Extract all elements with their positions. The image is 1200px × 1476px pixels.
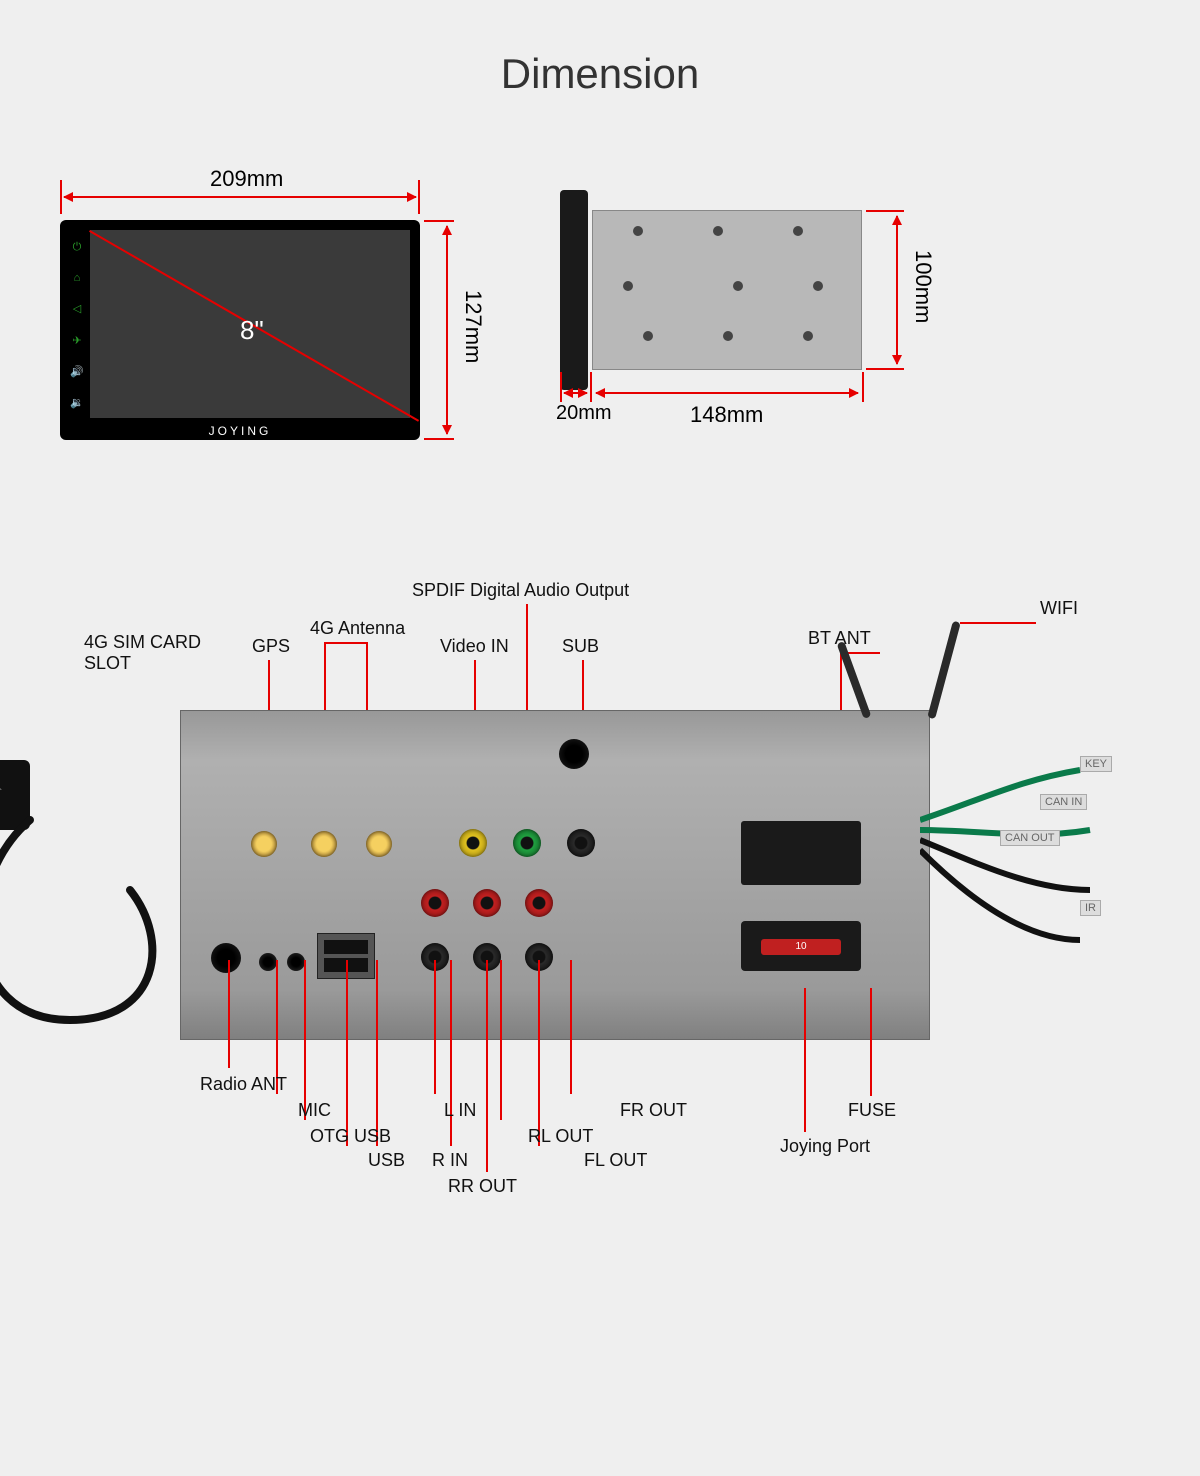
dim-label-width: 209mm	[210, 166, 283, 192]
port-fuse: 10	[741, 921, 861, 971]
port-spdif	[513, 829, 541, 857]
label-joying-port: Joying Port	[780, 1136, 870, 1157]
wifi-antenna-stub	[927, 621, 961, 720]
port-radio-ant	[211, 943, 241, 973]
label-gps: GPS	[252, 636, 290, 657]
label-fr-out: FR OUT	[620, 1100, 687, 1121]
diagonal-label: 8"	[240, 315, 264, 346]
device-front: ⏻ ⌂ ◁ ✈ 🔊 🔉 8" JOYING	[60, 220, 420, 440]
label-video-in: Video IN	[440, 636, 509, 657]
lead-line	[570, 960, 572, 1094]
side-icon: ◁	[66, 302, 88, 315]
label-spdif: SPDIF Digital Audio Output	[412, 580, 629, 601]
side-icon: ⌂	[66, 272, 88, 284]
rear-view: SPDIF Digital Audio Output 4G SIM CARD S…	[40, 580, 1160, 1200]
lead-line	[434, 960, 436, 1094]
lead-line	[228, 960, 230, 1068]
rear-chassis: 10	[180, 710, 930, 1040]
dim-tick	[862, 372, 864, 402]
lead-line	[960, 622, 1036, 624]
dim-tick	[418, 180, 420, 214]
port-fr-out	[525, 889, 553, 917]
lead-line	[870, 988, 872, 1096]
lead-line	[500, 960, 502, 1120]
side-icon: ✈	[66, 334, 88, 347]
label-mic: MIC	[298, 1100, 331, 1121]
wire-tag-canin: CAN IN	[1040, 794, 1087, 810]
port-r-in	[421, 889, 449, 917]
lead-line	[538, 960, 540, 1146]
dim-label-chassis-height: 100mm	[910, 250, 936, 323]
side-bezel	[560, 190, 588, 390]
wire-harness	[920, 740, 1120, 960]
label-fuse: FUSE	[848, 1100, 896, 1121]
label-sub: SUB	[562, 636, 599, 657]
lead-line	[376, 960, 378, 1146]
dim-tick	[590, 372, 592, 402]
side-buttons: ⏻ ⌂ ◁ ✈ 🔊 🔉	[66, 232, 88, 418]
label-rr-out: RR OUT	[448, 1176, 517, 1197]
lead-line	[324, 642, 366, 644]
sim-cable	[0, 760, 200, 1060]
label-sim: 4G SIM CARD SLOT	[84, 632, 201, 674]
dim-line-chassis-height	[896, 216, 898, 364]
label-radio-ant: Radio ANT	[200, 1074, 287, 1095]
dim-label-bezel-depth: 20mm	[556, 402, 612, 425]
side-icon: 🔉	[66, 396, 88, 409]
brand-label: JOYING	[60, 424, 420, 438]
page-title: Dimension	[0, 50, 1200, 98]
side-icon: 🔊	[66, 365, 88, 378]
wire-tag-canout: CAN OUT	[1000, 830, 1060, 846]
front-view: 209mm 127mm ⏻ ⌂ ◁ ✈ 🔊 🔉 8" JOYING	[60, 180, 500, 480]
port-aux	[559, 739, 589, 769]
port-video-in	[459, 829, 487, 857]
dim-label-chassis-depth: 148mm	[690, 402, 763, 428]
dim-line-chassis-depth	[596, 392, 858, 394]
side-icon: ⏻	[66, 241, 88, 254]
port-rr-out	[473, 889, 501, 917]
lead-line	[346, 960, 348, 1146]
wire-tag-ir: IR	[1080, 900, 1101, 916]
fuse-value: 10	[761, 939, 841, 955]
label-r-in: R IN	[432, 1150, 468, 1171]
dim-line-bezel-depth	[564, 392, 587, 394]
label-otg-usb: OTG USB	[310, 1126, 391, 1147]
port-sub	[567, 829, 595, 857]
port-4g-ant-1	[311, 831, 337, 857]
label-rl-out: RL OUT	[528, 1126, 593, 1147]
lead-line	[304, 960, 306, 1120]
dim-line-height	[446, 226, 448, 434]
port-4g-ant-2	[366, 831, 392, 857]
side-chassis	[592, 210, 862, 370]
wire-tag-key: KEY	[1080, 756, 1112, 772]
port-gps	[251, 831, 277, 857]
dim-line-width	[64, 196, 416, 198]
side-view: 20mm 148mm 100mm	[560, 180, 980, 480]
dim-label-height: 127mm	[460, 290, 486, 363]
dim-tick	[424, 220, 454, 222]
port-mic	[259, 953, 277, 971]
label-usb: USB	[368, 1150, 405, 1171]
dim-tick	[424, 438, 454, 440]
label-l-in: L IN	[444, 1100, 476, 1121]
lead-line	[804, 988, 806, 1132]
dim-tick	[560, 372, 562, 402]
port-power	[741, 821, 861, 885]
dim-tick	[866, 210, 904, 212]
lead-line	[486, 960, 488, 1172]
port-otg	[287, 953, 305, 971]
dim-tick	[60, 180, 62, 214]
label-fl-out: FL OUT	[584, 1150, 647, 1171]
dim-tick	[866, 368, 904, 370]
label-4g-antenna: 4G Antenna	[310, 618, 405, 639]
label-wifi: WIFI	[1040, 598, 1078, 619]
